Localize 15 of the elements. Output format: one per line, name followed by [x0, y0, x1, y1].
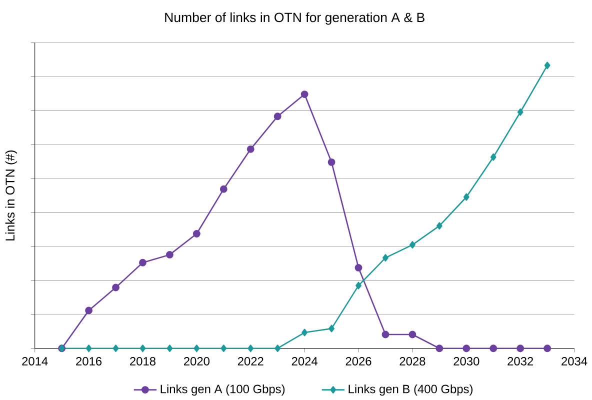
- x-tick-label: 2024: [292, 356, 318, 366]
- x-tick-label: 2028: [400, 356, 426, 366]
- legend-label: Links gen B (400 Gbps): [348, 384, 473, 396]
- x-tick-label: 2026: [346, 356, 372, 366]
- legend-label: Links gen A (100 Gbps): [160, 384, 285, 396]
- x-tick-label: 2020: [184, 356, 210, 366]
- x-tick-label: 2022: [238, 356, 264, 366]
- x-tick-label: 2016: [76, 356, 102, 366]
- x-tick-label: 2018: [130, 356, 156, 366]
- y-axis-title: Links in OTN (#): [5, 150, 18, 240]
- chart-title: Number of links in OTN for generation A & B: [165, 12, 424, 25]
- x-tick-label: 2032: [508, 356, 534, 366]
- x-tick-label: 2034: [562, 356, 588, 366]
- x-tick-label: 2030: [454, 356, 480, 366]
- x-tick-label: 2014: [22, 356, 48, 366]
